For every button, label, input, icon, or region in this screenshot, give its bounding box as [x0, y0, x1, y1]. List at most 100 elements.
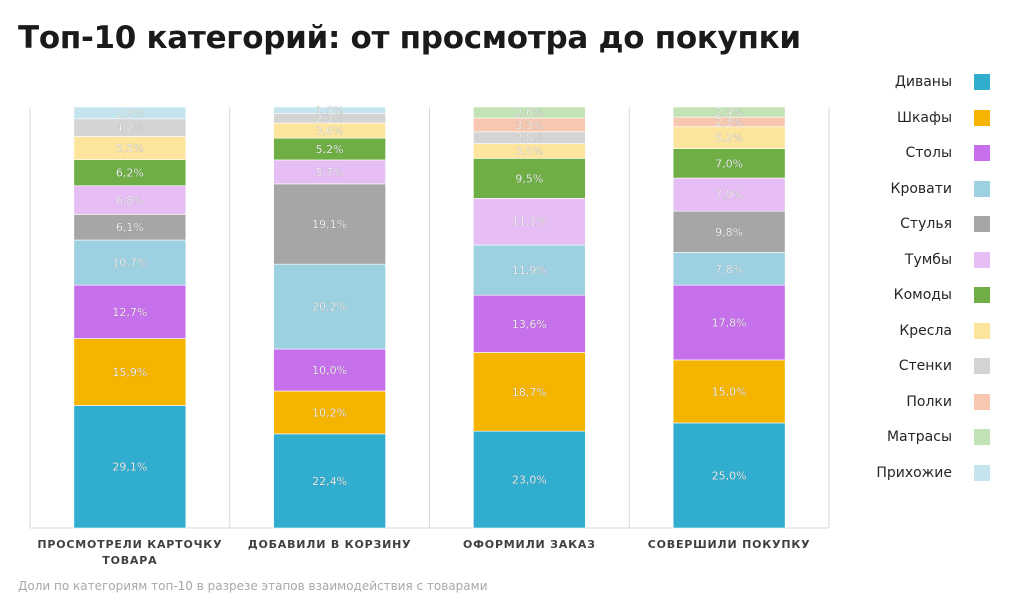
chart-title: Топ-10 категорий: от просмотра до покупк… [18, 20, 801, 56]
chart-subtitle: Доли по категориям топ-10 в разрезе этап… [18, 579, 488, 593]
bar-segment [73, 239, 187, 286]
legend-item: Тумбы [850, 250, 1000, 270]
bar-segment [73, 106, 187, 120]
data-label: 6,8% [116, 194, 144, 207]
data-label: 2,3% [715, 116, 743, 129]
data-label: 2,8% [116, 107, 144, 120]
bar-segment [473, 430, 586, 529]
bar-segment [473, 294, 586, 353]
legend-swatch [974, 74, 990, 90]
legend-swatch [974, 109, 990, 126]
legend-swatch [974, 287, 990, 303]
x-axis-label: СОВЕРШИЛИ ПОКУПКУ [648, 538, 811, 551]
bar-segment [273, 263, 386, 350]
bar-segment [73, 284, 187, 339]
legend-label: Диваны [894, 74, 952, 90]
data-label: 12,7% [112, 306, 147, 319]
data-label: 2,3% [316, 112, 344, 125]
data-label: 2,8% [515, 132, 543, 145]
legend-item: Кровати [850, 179, 1000, 199]
legend-item: Матрасы [850, 427, 1000, 447]
bar-segment [672, 210, 786, 253]
legend-swatch [974, 358, 990, 374]
legend-label: Шкафы [896, 109, 952, 126]
bar-segment [473, 198, 586, 246]
legend-label: Тумбы [904, 251, 952, 268]
data-label: 5,2% [316, 143, 344, 156]
legend-item: Диваны [850, 72, 1000, 92]
data-label: 25,0% [712, 469, 747, 482]
bar-segment [473, 244, 586, 296]
bar-segment [73, 159, 187, 187]
x-axis-label: ПРОСМОТРЕЛИ КАРТОЧКУ [37, 538, 222, 551]
bar-segment [672, 284, 786, 361]
data-label: 10,2% [312, 406, 347, 419]
bar-segment [73, 214, 187, 241]
legend-item: Шкафы [850, 108, 1000, 128]
data-label: 3,3% [515, 119, 543, 132]
legend-swatch [974, 180, 990, 197]
data-label: 7,9% [715, 189, 743, 202]
data-label: 7,8% [715, 263, 743, 276]
legend-swatch [974, 251, 990, 268]
data-label: 22,4% [312, 475, 347, 488]
data-label: 3,5% [515, 145, 543, 158]
data-label: 23,0% [512, 474, 547, 487]
data-label: 20,2% [312, 301, 347, 314]
bar-segment [473, 106, 586, 119]
bar-segment [473, 352, 586, 432]
data-label: 15,9% [112, 366, 147, 379]
data-label: 1,5% [316, 104, 344, 117]
data-label: 2,6% [515, 106, 543, 119]
bar-segment [672, 422, 786, 529]
data-label: 9,5% [515, 172, 543, 185]
data-label: 19,1% [312, 218, 347, 231]
bar-segment [273, 106, 386, 114]
x-axis-label: ДОБАВИЛИ В КОРЗИНУ [248, 538, 412, 551]
legend-label: Матрасы [886, 429, 952, 445]
legend-item: Кресла [850, 321, 1000, 341]
legend-item: Комоды [850, 285, 1000, 305]
bar-segment [73, 185, 187, 215]
bar-segment [273, 433, 386, 529]
legend-swatch [974, 145, 990, 161]
data-label: 6,1% [116, 221, 144, 234]
legend-swatch [974, 393, 990, 410]
bar-segment [73, 338, 187, 406]
legend-swatch [974, 464, 990, 481]
data-label: 18,7% [512, 386, 547, 399]
legend-label: Прихожие [876, 464, 952, 481]
data-label: 5,2% [715, 132, 743, 145]
data-label: 13,6% [512, 318, 547, 331]
legend-label: Столы [905, 145, 953, 161]
data-label: 3,6% [316, 125, 344, 138]
legend-label: Кресла [899, 322, 952, 339]
data-label: 11,1% [512, 216, 547, 229]
data-label: 2,4% [715, 106, 743, 119]
legend-label: Полки [906, 393, 952, 410]
x-axis-label: ОФОРМИЛИ ЗАКАЗ [463, 538, 596, 551]
data-label: 15,0% [712, 385, 747, 398]
data-label: 5,7% [316, 166, 344, 179]
data-label: 11,9% [512, 264, 547, 277]
bar-segment [273, 348, 386, 392]
legend-label: Комоды [893, 287, 952, 303]
data-label: 4,2% [116, 122, 144, 135]
bar-segment [473, 158, 586, 199]
data-label: 10,0% [312, 364, 347, 377]
bar-segment [273, 183, 386, 265]
legend-swatch [974, 322, 990, 339]
legend-item: Столы [850, 143, 1000, 163]
bar-segment [672, 359, 786, 424]
legend-swatch [974, 216, 990, 232]
data-label: 17,8% [712, 317, 747, 330]
legend-label: Кровати [890, 180, 952, 197]
data-label: 10,7% [112, 257, 147, 270]
data-label: 6,2% [116, 167, 144, 180]
data-label: 9,8% [715, 226, 743, 239]
bar-segment [672, 177, 786, 212]
data-label: 7,0% [715, 157, 743, 170]
legend-item: Стулья [850, 214, 1000, 234]
legend-label: Стулья [900, 216, 952, 232]
